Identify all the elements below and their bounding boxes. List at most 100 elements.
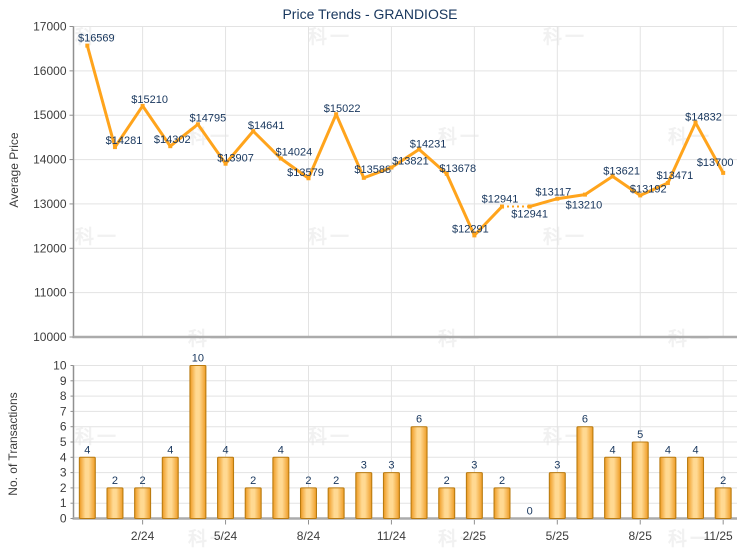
transaction-bar	[687, 456, 705, 519]
price-point-label: $12941	[511, 209, 548, 221]
price-point-label: $14231	[410, 138, 447, 150]
bar-value-label: 2	[250, 475, 256, 487]
transaction-bar	[217, 456, 235, 519]
x-tick-label: 2/25	[463, 529, 487, 543]
price-line-segment	[445, 172, 476, 237]
bar-value-label: 6	[416, 414, 422, 426]
price-point-marker	[721, 170, 726, 175]
price-point-marker	[693, 120, 698, 125]
bar-value-label: 4	[278, 444, 284, 456]
transaction-bar	[106, 487, 124, 519]
price-line-segment	[168, 122, 200, 148]
price-point-label: $14024	[275, 147, 312, 159]
price-point-marker	[251, 129, 256, 134]
price-point-marker	[334, 112, 339, 117]
watermark-text: 科一	[543, 427, 588, 448]
watermark-text: 科一	[308, 27, 353, 48]
price-point-marker	[472, 233, 477, 238]
transaction-bar	[161, 456, 179, 519]
transaction-bar	[659, 456, 677, 519]
price-point-marker	[638, 193, 643, 198]
price-point-marker	[665, 181, 670, 186]
price-y-tick-label: 14000	[33, 153, 67, 167]
transaction-bar	[355, 472, 373, 520]
price-y-tick-label: 13000	[33, 197, 67, 211]
x-tick-label: 8/25	[629, 529, 653, 543]
bar-value-label: 4	[167, 444, 173, 456]
transaction-bar	[134, 487, 152, 519]
price-line-segment	[251, 129, 283, 161]
price-line-segment	[666, 121, 698, 185]
watermark-text: 科一	[308, 427, 353, 448]
price-point-label: $14641	[248, 120, 285, 132]
transaction-bar	[272, 456, 290, 519]
x-tick-label: 2/24	[131, 529, 155, 543]
volume-y-tick-label: 2	[60, 481, 67, 495]
price-point-label: $14281	[106, 135, 143, 147]
price-point-marker	[527, 204, 532, 209]
price-line-segment	[638, 181, 670, 197]
price-line-segment	[611, 174, 642, 197]
watermark-text: 科一	[75, 427, 120, 448]
price-point-marker	[168, 144, 173, 149]
transaction-bar	[438, 487, 456, 519]
price-point-label: $12291	[452, 223, 489, 235]
price-point-label: $13588	[354, 164, 391, 176]
price-point-marker	[610, 174, 615, 179]
price-line-segment	[279, 157, 310, 180]
watermark-text: 科一	[543, 227, 588, 248]
price-point-label: $15210	[131, 94, 168, 106]
bar-value-label: 2	[140, 475, 146, 487]
watermark-text: 科一	[438, 127, 483, 148]
price-line-segment	[306, 112, 338, 180]
volume-y-tick-label: 6	[60, 420, 67, 434]
price-line-segment	[334, 112, 366, 180]
price-line-segment	[224, 129, 255, 166]
transaction-bar	[327, 487, 345, 519]
price-point-marker	[278, 156, 283, 161]
watermark-text: 科一	[668, 529, 713, 550]
transaction-bar	[604, 456, 622, 519]
price-y-tick-label: 16000	[33, 64, 67, 78]
price-point-label: $13907	[217, 153, 254, 165]
bar-value-label: 2	[720, 475, 726, 487]
price-point-marker	[85, 43, 90, 48]
price-point-label: $13821	[392, 156, 429, 168]
bar-value-label: 2	[333, 475, 339, 487]
price-point-marker	[582, 192, 587, 197]
price-y-tick-label: 10000	[33, 330, 67, 344]
chart-title: Price Trends - GRANDIOSE	[282, 6, 458, 22]
watermark-text: 科一	[543, 27, 588, 48]
transaction-bar	[78, 456, 96, 519]
watermark-text: 科一	[75, 227, 120, 248]
bar-value-label: 4	[692, 444, 698, 456]
bar-value-label: 6	[582, 414, 588, 426]
price-point-label: $13210	[566, 200, 603, 212]
volume-y-tick-label: 10	[53, 359, 67, 373]
watermark-text: 科一	[75, 27, 120, 48]
price-point-marker	[306, 176, 311, 181]
price-point-label: $13471	[657, 170, 694, 182]
price-point-label: $14302	[154, 134, 191, 146]
price-point-marker	[140, 103, 145, 108]
price-point-label: $13117	[535, 187, 571, 199]
transaction-bar	[631, 441, 649, 519]
volume-y-tick-label: 0	[60, 512, 67, 526]
transaction-bar	[382, 472, 400, 520]
x-tick-label: 11/25	[704, 529, 733, 543]
volume-y-tick-label: 3	[60, 466, 67, 480]
bar-value-label: 10	[192, 353, 204, 365]
bar-value-label: 3	[471, 460, 477, 472]
price-point-marker	[444, 171, 449, 176]
transaction-bar	[714, 487, 732, 519]
price-line-segment	[141, 104, 172, 148]
bar-value-label: 4	[665, 444, 671, 456]
price-point-marker	[555, 196, 560, 201]
price-point-label: $14795	[190, 112, 227, 124]
volume-axis-title: No. of Transactions	[6, 392, 20, 496]
price-y-tick-label: 15000	[33, 108, 67, 122]
price-line-segment	[583, 174, 615, 197]
transaction-bar	[576, 426, 594, 520]
